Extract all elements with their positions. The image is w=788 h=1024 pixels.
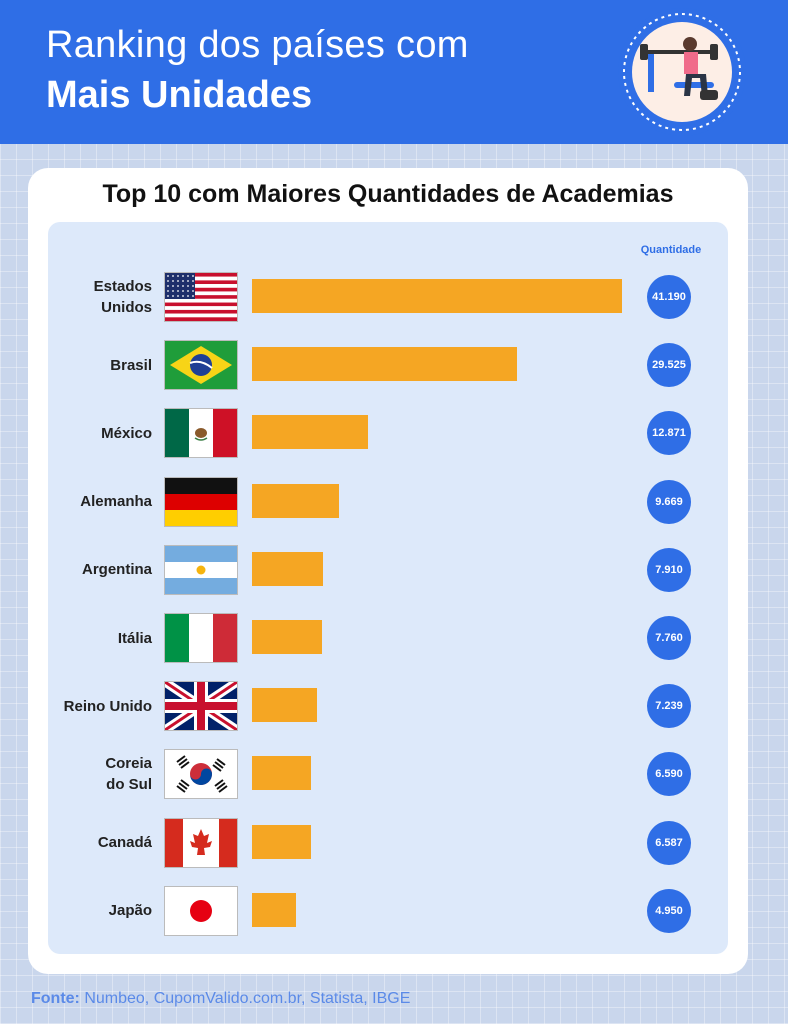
country-label-line: Reino Unido xyxy=(63,697,152,715)
country-label-line: Alemanha xyxy=(80,493,152,511)
bar xyxy=(252,551,323,586)
us-flag-icon xyxy=(164,272,238,322)
bar xyxy=(252,688,317,723)
country-label: Coreia do Sul xyxy=(48,746,152,802)
canada-flag-icon xyxy=(164,817,238,868)
value-label: 9.669 xyxy=(647,479,691,524)
uk-flag-icon xyxy=(164,681,238,732)
country-label: Alemanha xyxy=(48,474,152,530)
bar-rows: Estados Unidos 41.190 Brasil 29.525 México 12.… xyxy=(48,222,728,954)
country-label-line: Brasil xyxy=(110,356,152,374)
bar-row: Estados Unidos 41.190 xyxy=(48,269,728,325)
country-label: Canadá xyxy=(48,815,152,871)
country-label-text: Japão xyxy=(109,900,152,921)
value-label: 41.190 xyxy=(647,275,691,319)
bar xyxy=(252,415,368,450)
bar xyxy=(252,347,517,382)
country-label: Reino Unido xyxy=(48,678,152,734)
bar xyxy=(252,279,622,313)
mexico-flag-icon xyxy=(164,408,238,459)
country-label: Brasil xyxy=(48,337,152,393)
bar-row: México 12.871 xyxy=(48,405,728,461)
source-note: Fonte: Numbeo, CupomValido.com.br, Stati… xyxy=(31,990,410,1008)
country-label-text: Brasil xyxy=(110,355,152,376)
country-label-text: Alemanha xyxy=(80,491,152,512)
chart-title: Top 10 com Maiores Quantidades de Academ… xyxy=(102,180,674,208)
country-label-text: Itália xyxy=(118,628,152,649)
chart-card: Top 10 com Maiores Quantidades de Academ… xyxy=(28,168,748,974)
country-label-line: do Sul xyxy=(106,776,152,794)
argentina-flag-icon xyxy=(164,544,238,595)
country-label-line: México xyxy=(101,424,152,442)
country-label-line: Japão xyxy=(108,902,152,920)
title-line-1: Ranking dos países com xyxy=(46,24,469,66)
country-label: México xyxy=(48,405,152,461)
bar xyxy=(252,620,322,654)
country-label-text: Estados Unidos xyxy=(94,276,152,318)
bar-row: Brasil 29.525 xyxy=(48,337,728,393)
country-label-line: Itália xyxy=(117,629,152,647)
country-label-line: Estados xyxy=(93,278,152,295)
country-label-line: Canadá xyxy=(97,834,152,852)
italy-flag-icon xyxy=(164,613,238,663)
value-label: 7.910 xyxy=(647,547,691,592)
brazil-flag-icon xyxy=(164,340,238,391)
value-label: 4.950 xyxy=(647,888,691,933)
value-label: 6.590 xyxy=(647,752,691,797)
country-label-text: México xyxy=(101,423,152,444)
bar-row: Reino Unido 7.239 xyxy=(48,678,728,734)
country-label-text: Coreia do Sul xyxy=(105,753,152,795)
value-label: 7.239 xyxy=(647,684,691,729)
country-label: Japão xyxy=(48,883,152,939)
country-label-line: Argentina xyxy=(81,561,152,579)
country-label-line: Unidos xyxy=(101,299,152,316)
gym-illustration-badge xyxy=(618,8,746,136)
bar xyxy=(252,892,296,927)
source-text: Numbeo, CupomValido.com.br, Statista, IB… xyxy=(79,990,411,1007)
bar-row: Itália 7.760 xyxy=(48,610,728,666)
quantity-column-header: Quantidade xyxy=(640,244,702,256)
chart-panel: Quantidade Estados Unidos 41.190 Brasil 29.5… xyxy=(48,222,728,954)
value-label: 6.587 xyxy=(647,820,691,865)
value-label: 7.760 xyxy=(647,616,691,660)
source-label: Fonte: xyxy=(31,990,80,1007)
value-label: 12.871 xyxy=(647,411,691,456)
country-label-text: Argentina xyxy=(82,559,152,580)
title-line-2: Mais Unidades xyxy=(46,74,313,116)
bar-row: Canadá 6.587 xyxy=(48,815,728,871)
bar xyxy=(252,824,311,859)
south-korea-flag-icon xyxy=(164,749,238,800)
country-label: Itália xyxy=(48,610,152,666)
value-label: 29.525 xyxy=(647,343,691,388)
bar-row: Argentina 7.910 xyxy=(48,542,728,598)
country-label-text: Canadá xyxy=(98,832,152,853)
header-banner: Ranking dos países com Mais Unidades xyxy=(0,0,788,144)
country-label-text: Reino Unido xyxy=(64,696,152,717)
country-label: Argentina xyxy=(48,542,152,598)
germany-flag-icon xyxy=(164,476,238,527)
japan-flag-icon xyxy=(164,885,238,936)
bar-row: Alemanha 9.669 xyxy=(48,474,728,530)
bar-row: Coreia do Sul 6.590 xyxy=(48,746,728,802)
country-label-line: Coreia xyxy=(105,755,152,773)
bar-row: Japão 4.950 xyxy=(48,883,728,939)
country-label: Estados Unidos xyxy=(48,269,152,325)
bar xyxy=(252,756,311,791)
bar xyxy=(252,483,339,518)
